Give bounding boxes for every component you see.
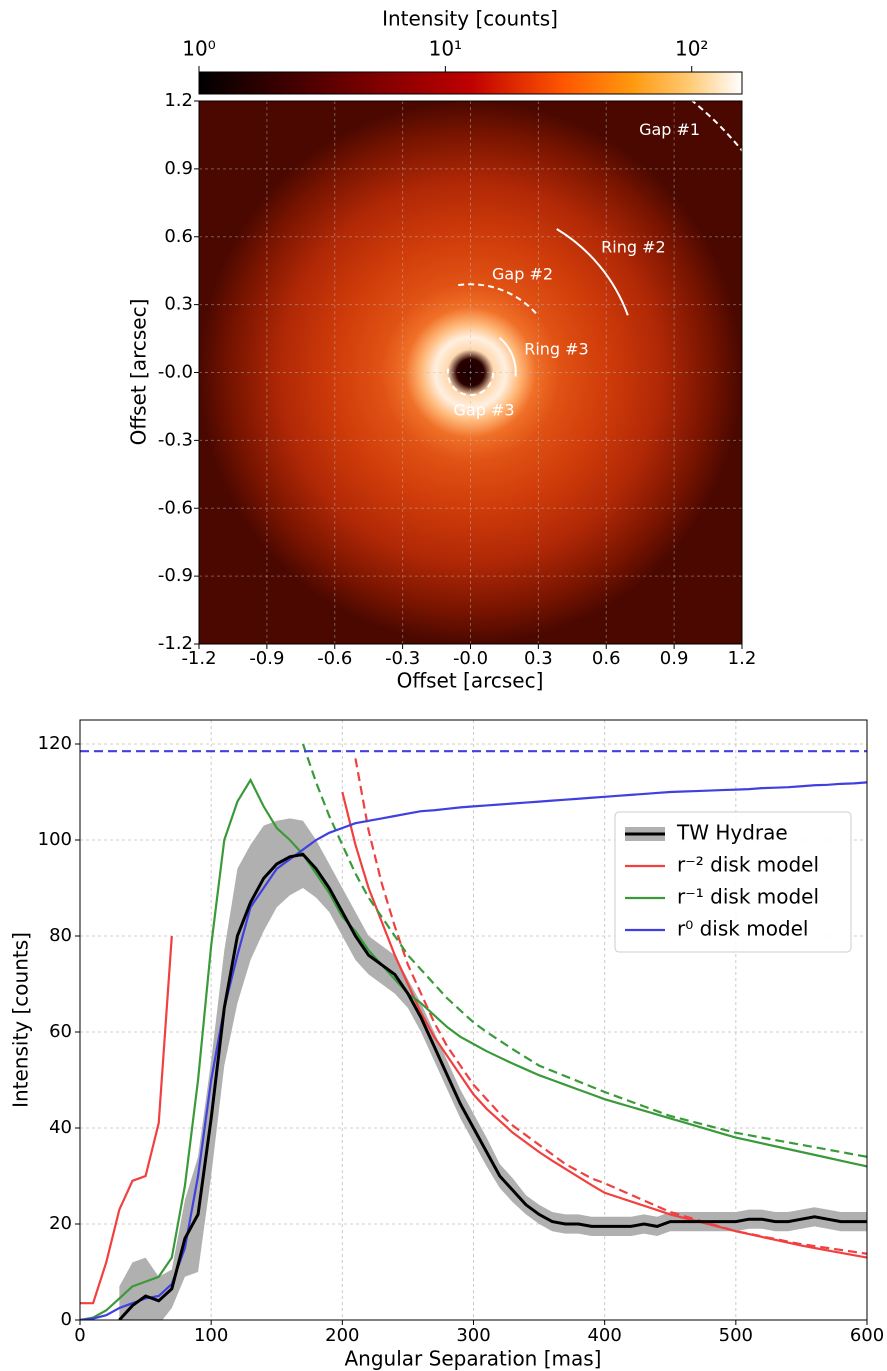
line-panel: Angular Separation [mas] Intensity [coun… [9, 719, 884, 1371]
x-tick-label: 500 [719, 1325, 753, 1346]
y-axis-label: Offset [arcsec] [127, 299, 151, 446]
x-tick-label: 300 [456, 1325, 490, 1346]
legend-label: r⁰ disk model [677, 917, 808, 941]
y-tick-label: 120 [38, 733, 72, 754]
annotation-arc [446, 368, 495, 397]
colorbar [198, 71, 743, 95]
y-tick-label: -0.6 [158, 497, 193, 518]
colorbar-label: Intensity [counts] [382, 7, 558, 31]
y-tick-label: -1.2 [158, 633, 193, 654]
x-tick-label: 1.2 [728, 648, 757, 669]
annotation-label: Ring #3 [524, 339, 589, 358]
x-tick-label: 0.3 [524, 648, 553, 669]
x-tick-label: -0.0 [453, 648, 488, 669]
y-tick-label: 0.6 [164, 226, 193, 247]
y-axis-label: Intensity [counts] [9, 932, 33, 1108]
y-tick-label: -0.9 [158, 565, 193, 586]
annotation-arc [556, 228, 629, 316]
disk-image [199, 101, 742, 644]
annotation-arc [498, 337, 517, 377]
x-tick-label: -1.2 [181, 648, 216, 669]
y-tick-label: 0 [61, 1309, 72, 1330]
y-tick-label: 0.9 [164, 158, 193, 179]
x-tick-label: 400 [587, 1325, 621, 1346]
y-tick-label: 0.3 [164, 294, 193, 315]
x-tick-label: 0.6 [592, 648, 621, 669]
y-tick-label: 40 [49, 1117, 72, 1138]
axes-frame [79, 719, 868, 1321]
series-line [354, 758, 867, 1255]
x-tick-label: -0.3 [385, 648, 420, 669]
annotations [446, 101, 742, 397]
legend-label: r⁻² disk model [677, 853, 819, 877]
x-tick-label: -0.9 [249, 648, 284, 669]
y-tick-label: 100 [38, 829, 72, 850]
series-line [118, 852, 867, 1320]
x-tick-label: 200 [325, 1325, 359, 1346]
x-tick-label: -0.6 [317, 648, 352, 669]
colorbar-tick-label: 10² [675, 37, 708, 61]
x-axis-label: Angular Separation [mas] [345, 1347, 602, 1371]
x-tick-label: 600 [850, 1325, 884, 1346]
y-tick-label: 1.2 [164, 90, 193, 111]
legend-box [614, 811, 852, 953]
series-line [301, 743, 867, 1158]
colorbar-tick-label: 10¹ [429, 37, 462, 61]
plot-area [80, 743, 867, 1320]
annotation-label: Gap #3 [454, 400, 515, 419]
x-tick-label: 0 [74, 1325, 85, 1346]
legend-label: TW Hydrae [676, 821, 788, 845]
annotation-label: Ring #2 [601, 238, 666, 257]
y-tick-label: -0.3 [158, 429, 193, 450]
y-tick-label: -0.0 [158, 362, 193, 383]
x-tick-label: 0.9 [660, 648, 689, 669]
image-panel: Intensity [counts] Offset [arcsec] Offse… [127, 7, 757, 693]
series-line [80, 781, 867, 1320]
annotation-label: Gap #1 [639, 120, 700, 139]
annotation-label: Gap #2 [492, 265, 553, 284]
annotation-arc [458, 283, 539, 317]
error-band [119, 818, 867, 1320]
legend-label: r⁻¹ disk model [677, 885, 819, 909]
colorbar-tick-label: 10⁰ [182, 37, 215, 61]
x-axis-label: Offset [arcsec] [397, 669, 544, 693]
image-frame [198, 100, 743, 645]
series-line [80, 777, 867, 1320]
y-tick-label: 60 [49, 1021, 72, 1042]
y-tick-label: 20 [49, 1213, 72, 1234]
y-tick-label: 80 [49, 925, 72, 946]
x-tick-label: 100 [194, 1325, 228, 1346]
legend: TW Hydrae r⁻² disk model r⁻¹ disk model r⁰ … [614, 811, 852, 953]
